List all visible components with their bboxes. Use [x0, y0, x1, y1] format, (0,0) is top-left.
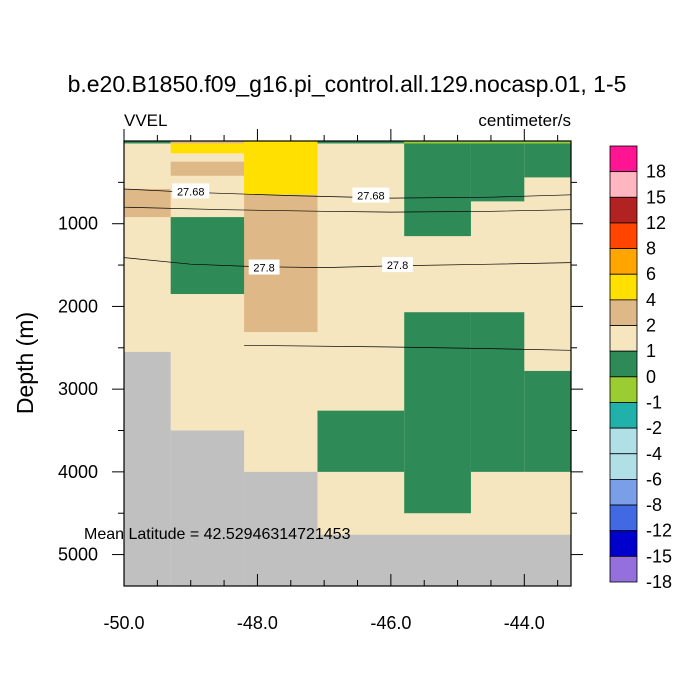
colorbar-label: 1 — [646, 341, 656, 361]
colorbar-swatch — [609, 555, 638, 583]
y-tick-label: 3000 — [58, 379, 98, 399]
data-cell — [524, 370, 571, 472]
data-cell — [170, 217, 245, 295]
contour-label-box — [352, 187, 390, 203]
data-cell — [124, 351, 171, 586]
mean-latitude-annotation: Mean Latitude = 42.52946314721453 — [84, 526, 351, 543]
data-cell — [170, 161, 245, 176]
colorbar-swatch — [609, 222, 638, 249]
x-tick-label: -46.0 — [370, 613, 411, 633]
data-cell — [317, 410, 405, 472]
colorbar-swatch — [609, 145, 638, 173]
data-cell — [404, 312, 471, 514]
colorbar-swatch — [609, 171, 638, 198]
data-cell — [124, 141, 171, 144]
contour-label-box — [172, 183, 210, 199]
colorbar-swatch — [609, 325, 638, 352]
colorbar-swatch — [609, 427, 638, 455]
contour-label: 27.68 — [177, 186, 205, 198]
y-tick-label: 4000 — [58, 462, 98, 482]
colorbar-swatch — [609, 504, 638, 532]
colorbar-label: -12 — [646, 521, 672, 541]
data-cell — [170, 430, 245, 586]
colorbar-label: 15 — [646, 187, 666, 207]
y-axis: 1000 2000 3000 4000 5000 — [58, 181, 583, 565]
colorbar-label: -1 — [646, 392, 662, 412]
data-cell — [470, 312, 525, 472]
data-cell — [170, 143, 245, 154]
x-tick-label: -48.0 — [237, 613, 278, 633]
variable-label: VVEL — [124, 111, 167, 130]
colorbar-swatch — [609, 196, 638, 224]
contour-label-box — [248, 259, 280, 275]
data-cell — [317, 534, 571, 586]
colorbar-label: -15 — [646, 546, 672, 566]
colorbar-swatch — [609, 453, 638, 480]
colorbar-swatch — [609, 299, 638, 326]
colorbar-label: -8 — [646, 495, 662, 515]
data-cell — [524, 143, 571, 178]
y-tick-label: 5000 — [58, 545, 98, 565]
contour-line — [123, 257, 572, 268]
colorbar-label: 6 — [646, 264, 656, 284]
contour-label: 27.68 — [357, 191, 385, 203]
chart-title: b.e20.B1850.f09_g16.pi_control.all.129.n… — [68, 71, 627, 97]
colorbar-swatch — [609, 530, 638, 557]
colorbar-label: 8 — [646, 239, 656, 259]
colorbar-swatch — [609, 376, 638, 403]
data-cell — [470, 143, 525, 202]
data-cell — [170, 141, 245, 144]
y-tick-label: 1000 — [58, 214, 98, 234]
colorbar-swatch — [609, 273, 638, 301]
colorbar-swatch — [609, 350, 638, 378]
data-cell — [244, 471, 318, 586]
data-cell — [124, 188, 171, 218]
plot-contour-labels: 27.68 27.68 27.8 27.8 — [172, 183, 413, 275]
colorbar-label: -18 — [646, 572, 672, 592]
x-axis: -50.0 -48.0 -46.0 -44.0 — [103, 129, 559, 633]
y-axis-label: Depth (m) — [12, 312, 38, 414]
contour-label-box — [382, 257, 413, 273]
data-cell — [244, 141, 318, 195]
contour-line — [244, 344, 572, 351]
contour-label: 27.8 — [387, 260, 408, 272]
colorbar-label: -2 — [646, 418, 662, 438]
y-tick-label: 2000 — [58, 296, 98, 316]
x-tick-label: -44.0 — [504, 613, 545, 633]
colorbar-label: -6 — [646, 469, 662, 489]
data-cell — [470, 141, 571, 144]
contour-line — [123, 206, 572, 213]
colorbar: 18 15 12 8 6 4 2 1 0 -1 -2 -4 -6 -8 -12 -15 -18 — [609, 145, 672, 592]
data-cell — [404, 143, 471, 237]
colorbar-label: 0 — [646, 367, 656, 387]
colorbar-label: 4 — [646, 290, 656, 310]
contour-label: 27.8 — [253, 263, 274, 275]
plot-frame — [123, 140, 572, 587]
colorbar-label: 18 — [646, 162, 666, 182]
colorbar-swatch — [609, 479, 638, 506]
colorbar-swatch — [609, 248, 638, 275]
units-label: centimeter/s — [478, 111, 571, 130]
colorbar-label: -4 — [646, 444, 662, 464]
x-tick-label: -50.0 — [103, 613, 144, 633]
plot-cells — [124, 141, 571, 586]
colorbar-label: 2 — [646, 316, 656, 336]
colorbar-label: 12 — [646, 213, 666, 233]
plot-contours — [123, 188, 572, 351]
colorbar-swatch — [609, 402, 638, 429]
data-cell — [317, 141, 405, 144]
data-cell — [170, 153, 245, 162]
